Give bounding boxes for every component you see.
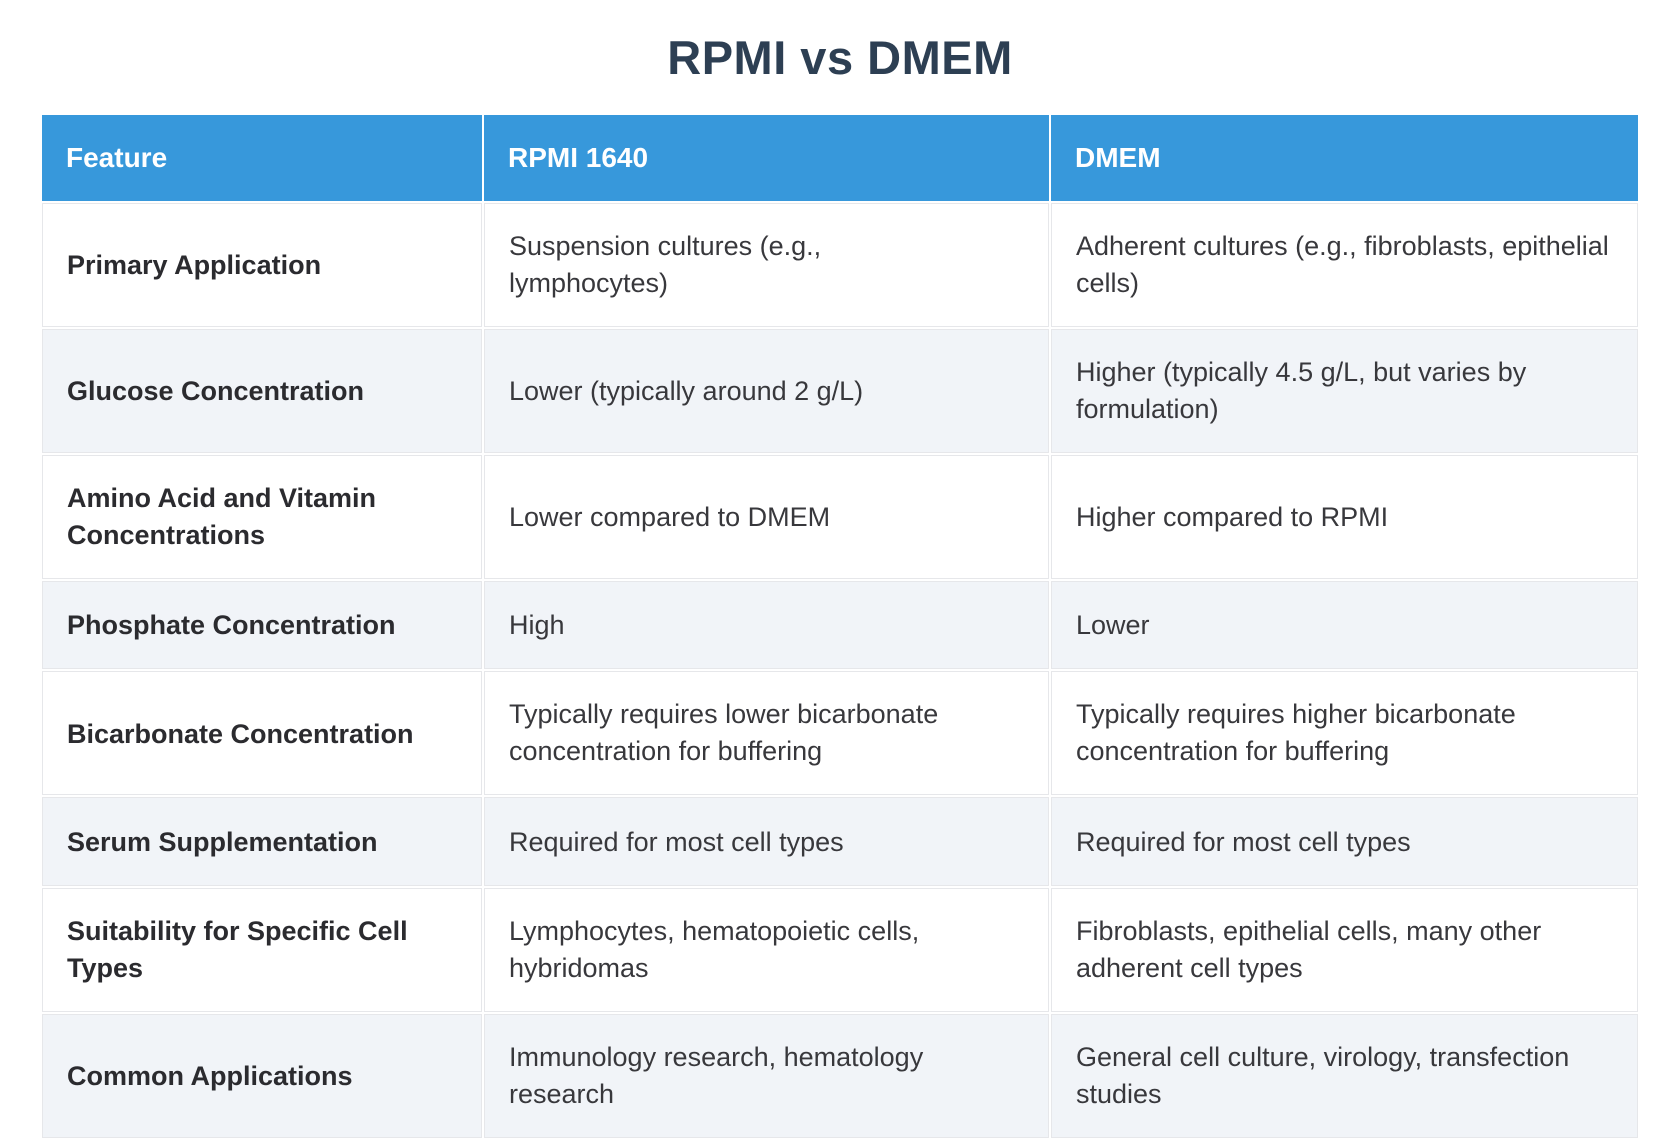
dmem-cell: Adherent cultures (e.g., fibroblasts, ep… [1051, 203, 1638, 327]
rpmi-cell: High [484, 581, 1049, 670]
feature-cell: Phosphate Concentration [42, 581, 482, 670]
column-header-dmem: DMEM [1051, 115, 1638, 201]
dmem-cell: Lower [1051, 581, 1638, 670]
feature-cell: Suitability for Specific Cell Types [42, 887, 482, 1012]
dmem-cell: Typically requires higher bicarbonate co… [1051, 671, 1638, 796]
table-row: Suitability for Specific Cell Types Lymp… [42, 887, 1638, 1012]
feature-cell: Primary Application [42, 203, 482, 327]
rpmi-cell: Typically requires lower bicarbonate con… [484, 671, 1049, 796]
dmem-cell: Higher compared to RPMI [1051, 455, 1638, 579]
comparison-table: Feature RPMI 1640 DMEM Primary Applicati… [40, 113, 1640, 1140]
dmem-cell: Fibroblasts, epithelial cells, many othe… [1051, 887, 1638, 1012]
table-row: Amino Acid and Vitamin Concentrations Lo… [42, 455, 1638, 579]
table-row: Serum Supplementation Required for most … [42, 797, 1638, 886]
rpmi-cell: Lower compared to DMEM [484, 455, 1049, 579]
table-row: Primary Application Suspension cultures … [42, 203, 1638, 327]
table-header-row: Feature RPMI 1640 DMEM [42, 115, 1638, 201]
dmem-cell: General cell culture, virology, transfec… [1051, 1013, 1638, 1138]
dmem-cell: Higher (typically 4.5 g/L, but varies by… [1051, 329, 1638, 453]
rpmi-cell: Required for most cell types [484, 797, 1049, 886]
feature-cell: Common Applications [42, 1013, 482, 1138]
table-row: Common Applications Immunology research,… [42, 1013, 1638, 1138]
rpmi-cell: Suspension cultures (e.g., lymphocytes) [484, 203, 1049, 327]
feature-cell: Glucose Concentration [42, 329, 482, 453]
feature-cell: Bicarbonate Concentration [42, 671, 482, 796]
rpmi-cell: Lymphocytes, hematopoietic cells, hybrid… [484, 887, 1049, 1012]
column-header-rpmi: RPMI 1640 [484, 115, 1049, 201]
column-header-feature: Feature [42, 115, 482, 201]
feature-cell: Serum Supplementation [42, 797, 482, 886]
page-title: RPMI vs DMEM [667, 31, 1013, 84]
dmem-cell: Required for most cell types [1051, 797, 1638, 886]
table-row: Phosphate Concentration High Lower [42, 581, 1638, 670]
table-row: Glucose Concentration Lower (typically a… [42, 329, 1638, 453]
table-row: Bicarbonate Concentration Typically requ… [42, 671, 1638, 796]
rpmi-cell: Lower (typically around 2 g/L) [484, 329, 1049, 453]
rpmi-cell: Immunology research, hematology research [484, 1013, 1049, 1138]
feature-cell: Amino Acid and Vitamin Concentrations [42, 455, 482, 579]
